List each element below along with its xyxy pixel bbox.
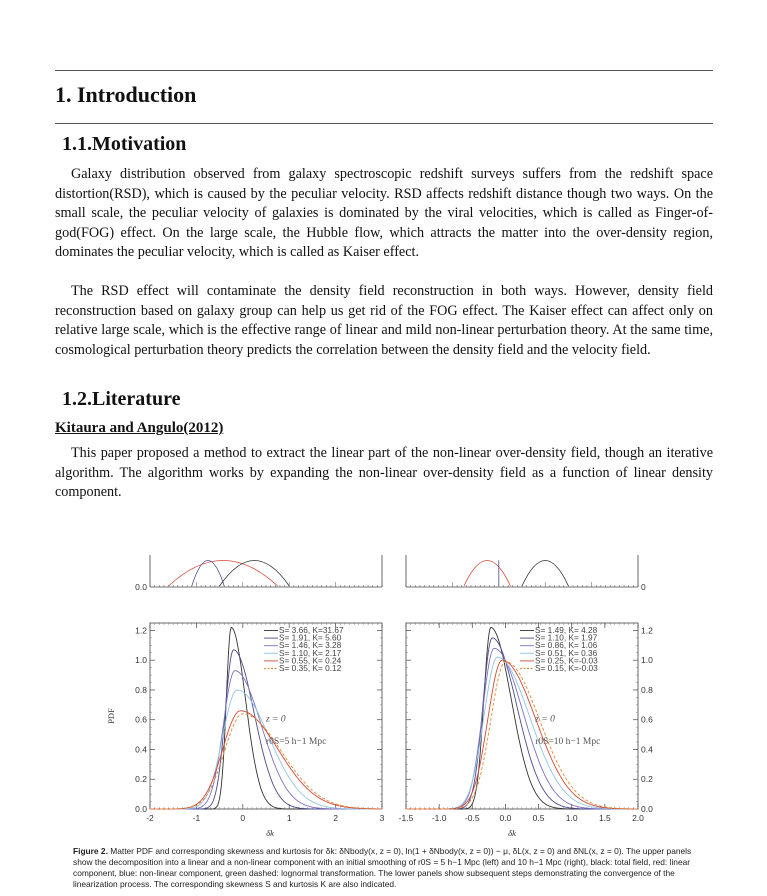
y-tick-label: 0.4 (641, 744, 653, 754)
series-line-right-0 (406, 627, 638, 810)
x-tick-label: -1 (193, 813, 201, 823)
legend-entry-left-3: S= 1.10, K= 2.17 (279, 648, 342, 658)
x-axis-label: δk (266, 828, 274, 838)
series-line-right-4 (406, 659, 638, 810)
legend-entry-right-0: S= 1.49, K= 4.28 (535, 625, 598, 635)
section-title: 1. Introduction (55, 82, 197, 107)
legend-entry-right-1: S= 1.10, K= 1.97 (535, 633, 598, 643)
series-line-right-1 (406, 637, 638, 810)
legend-entry-left-0: S= 3.66, K=31.67 (279, 625, 344, 635)
y-tick-label: 1.0 (641, 655, 653, 665)
legend-entry-left-5: S= 0.35, K= 0.12 (279, 663, 342, 673)
motivation-paragraph-2: The RSD effect will contaminate the dens… (55, 283, 713, 358)
reference-title: Kitaura and Angulo(2012) (55, 420, 224, 436)
x-tick-label: -1.5 (399, 813, 414, 823)
motivation-paragraph-1: Galaxy distribution observed from galaxy… (55, 166, 713, 260)
annotation-smoothing: r0S=5 h−1 Mpc (266, 737, 326, 747)
x-axis-label: δk (508, 828, 516, 838)
literature-heading: 1.2.Literature (62, 388, 181, 410)
upper-series-left-2 (219, 560, 290, 587)
x-tick-label: 0.5 (533, 813, 545, 823)
x-tick-label: 2 (333, 813, 338, 823)
x-tick-label: -0.5 (465, 813, 480, 823)
y-tick-label: 0.8 (641, 685, 653, 695)
top-rule (55, 70, 713, 71)
annotation-redshift: z = 0 (265, 715, 286, 725)
x-tick-label: 0 (240, 813, 245, 823)
y-axis-label: PDF (106, 708, 116, 724)
y-tick-label: 0.0 (641, 804, 653, 814)
y-tick-label: 0.4 (135, 744, 147, 754)
upper-series-left-1 (191, 560, 225, 587)
legend-entry-right-4: S= 0.25, K=-0.03 (535, 655, 598, 665)
series-line-left-5 (150, 713, 382, 810)
upper-y-tick-label: 0 (641, 582, 646, 592)
y-tick-label: 0.8 (135, 685, 147, 695)
upper-series-right-0 (463, 560, 511, 587)
literature-paragraph: This paper proposed a method to extract … (55, 445, 713, 500)
upper-series-right-2 (521, 560, 569, 587)
y-tick-label: 1.2 (641, 625, 653, 635)
series-line-left-4 (150, 710, 382, 810)
y-tick-label: 0.2 (135, 774, 147, 784)
y-tick-label: 0.0 (135, 804, 147, 814)
legend-entry-right-3: S= 0.51, K= 0.36 (535, 648, 598, 658)
y-tick-label: 0.6 (135, 715, 147, 725)
legend-entry-left-4: S= 0.55, K= 0.24 (279, 655, 342, 665)
figure-caption-text: Matter PDF and corresponding skewness an… (73, 846, 692, 889)
x-tick-label: 1 (287, 813, 292, 823)
y-tick-label: 0.6 (641, 715, 653, 725)
upper-y-tick-label: 0.0 (135, 582, 147, 592)
series-line-left-3 (150, 689, 382, 810)
series-line-right-3 (406, 656, 638, 810)
y-tick-label: 1.2 (135, 625, 147, 635)
motivation-heading: 1.1.Motivation (62, 133, 187, 155)
plot-frame-right (405, 622, 639, 810)
figure-caption-label: Figure 2. (73, 846, 108, 856)
x-tick-label: 1.5 (599, 813, 611, 823)
legend-entry-right-5: S= 0.15, K=-0.03 (535, 663, 598, 673)
annotation-smoothing: r0S=10 h−1 Mpc (535, 737, 600, 747)
x-tick-label: -1.0 (432, 813, 447, 823)
figure-caption: Figure 2. Matter PDF and corresponding s… (73, 846, 701, 890)
legend-entry-left-1: S= 1.91, K= 5.60 (279, 633, 342, 643)
upper-series-left-0 (168, 560, 278, 587)
y-tick-label: 0.2 (641, 774, 653, 784)
x-tick-label: 3 (380, 813, 385, 823)
x-tick-label: -2 (146, 813, 154, 823)
y-tick-label: 1.0 (135, 655, 147, 665)
section-rule (55, 123, 713, 124)
x-tick-label: 1.0 (566, 813, 578, 823)
legend-entry-left-2: S= 1.46, K= 3.28 (279, 640, 342, 650)
x-tick-label: 0.0 (500, 813, 512, 823)
legend-entry-right-2: S= 0.86, K= 1.06 (535, 640, 598, 650)
series-line-right-5 (406, 661, 638, 810)
annotation-redshift: z = 0 (534, 715, 555, 725)
x-tick-label: 2.0 (632, 813, 644, 823)
figure-plot: -2 -1 0 1 2 3 0.0 0.2 0.4 0.6 0.8 1.0 1.2 PDF δk S= 3.6… (106, 555, 653, 838)
